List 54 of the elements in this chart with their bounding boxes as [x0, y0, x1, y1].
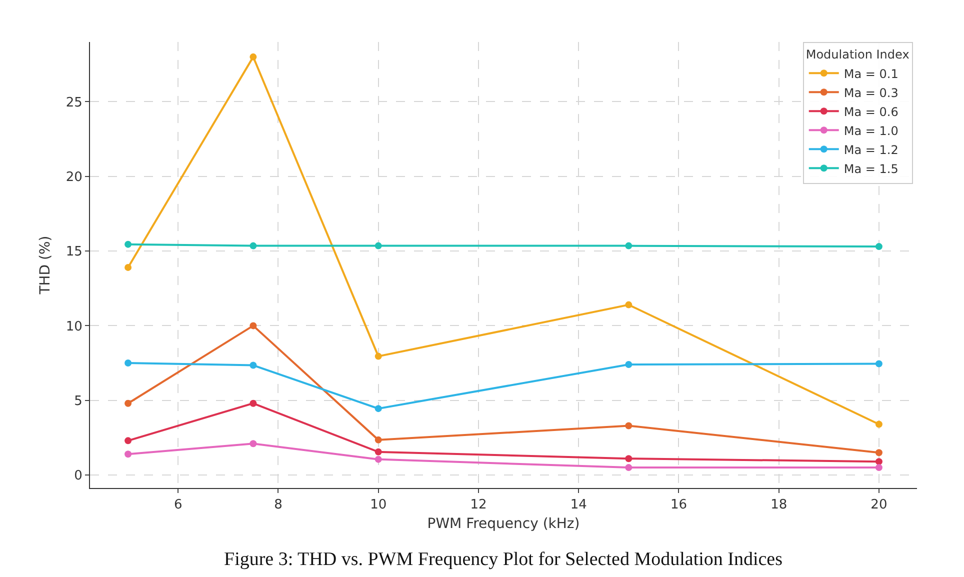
legend-label: Ma = 1.0 [844, 124, 898, 138]
x-tick-label: 6 [174, 498, 182, 513]
x-tick-label: 20 [870, 498, 888, 513]
legend-label: Ma = 1.2 [844, 142, 898, 157]
point [124, 360, 132, 367]
x-tick-label: 10 [370, 498, 387, 513]
point [374, 352, 382, 360]
y-axis-title: THD (%) [37, 236, 54, 296]
x-tick-label: 12 [470, 498, 487, 513]
point [250, 362, 257, 369]
legend-label: Ma = 0.6 [844, 104, 898, 119]
point [124, 437, 132, 444]
x-tick-label: 14 [570, 498, 587, 513]
point [124, 450, 132, 458]
legend-title: Modulation Index [806, 48, 910, 62]
point [875, 360, 882, 368]
point [374, 242, 382, 250]
point [124, 264, 132, 271]
point [875, 243, 882, 250]
y-tick-label: 15 [66, 244, 82, 260]
point [875, 449, 882, 456]
point [625, 422, 632, 430]
caption: Figure 3: THD vs. PWM Frequency Plot for Selected Modulation Indices [224, 549, 782, 570]
point [625, 301, 632, 308]
x-tick-label: 8 [274, 498, 282, 513]
point [250, 440, 257, 448]
x-tick-label: 18 [770, 498, 788, 513]
point [625, 464, 632, 472]
point [374, 448, 382, 456]
point [875, 458, 882, 466]
x-axis-title: PWM Frequency (kHz) [427, 516, 580, 532]
point [374, 456, 382, 463]
point [875, 464, 882, 472]
point [875, 420, 882, 428]
point [250, 242, 257, 250]
point [625, 455, 632, 462]
y-tick-label: 20 [66, 170, 82, 185]
point [124, 400, 132, 407]
point [374, 436, 382, 444]
y-tick-label: 0 [74, 468, 82, 484]
legend-label: Ma = 0.3 [844, 86, 898, 100]
point [124, 240, 132, 248]
point [250, 400, 257, 407]
y-tick-label: 10 [66, 319, 82, 334]
point [374, 405, 382, 412]
y-tick-label: 25 [66, 95, 82, 110]
point [250, 53, 257, 60]
legend-label: Ma = 0.1 [844, 66, 898, 81]
y-tick-label: 5 [74, 394, 82, 409]
point [250, 322, 257, 330]
legend-label: Ma = 1.5 [844, 162, 898, 176]
point [625, 361, 632, 368]
point [625, 242, 632, 250]
x-tick-label: 16 [670, 498, 687, 513]
